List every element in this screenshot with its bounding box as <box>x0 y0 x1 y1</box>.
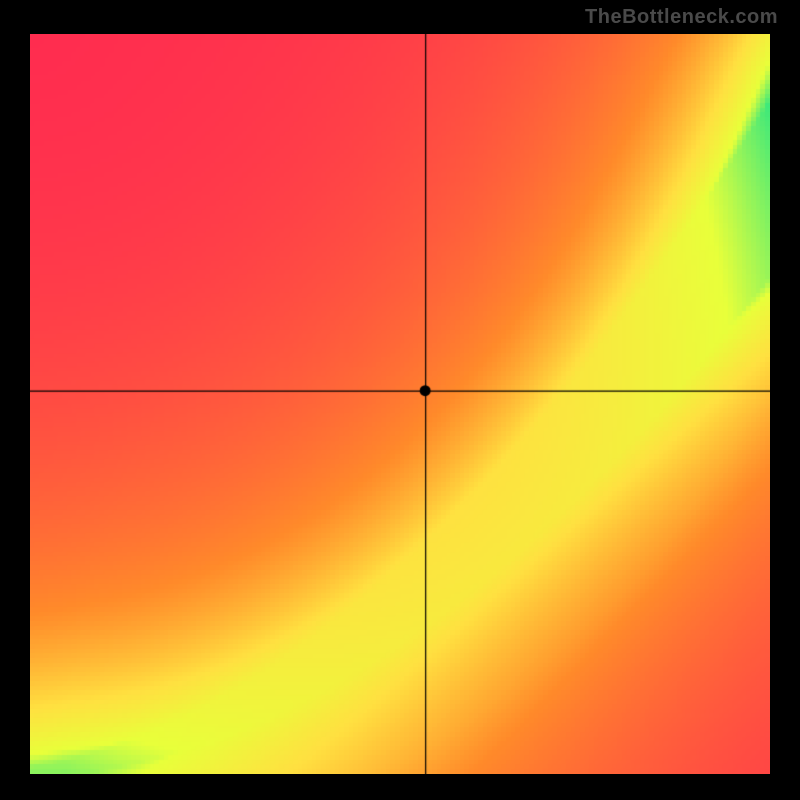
watermark-label: TheBottleneck.com <box>585 6 778 29</box>
heatmap-canvas <box>30 34 770 774</box>
plot-area <box>30 34 770 774</box>
outer-frame: TheBottleneck.com <box>0 0 800 800</box>
